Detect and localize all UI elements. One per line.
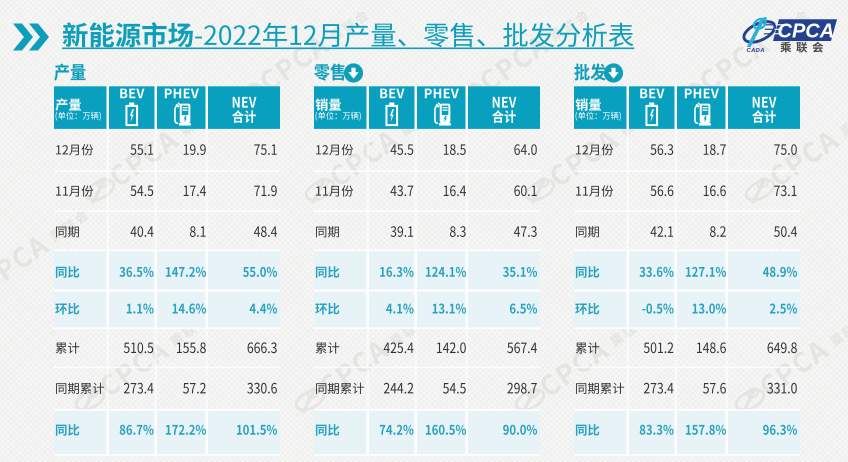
svg-text:CPCA: CPCA — [778, 21, 835, 43]
svg-text:CADA: CADA — [747, 48, 765, 54]
